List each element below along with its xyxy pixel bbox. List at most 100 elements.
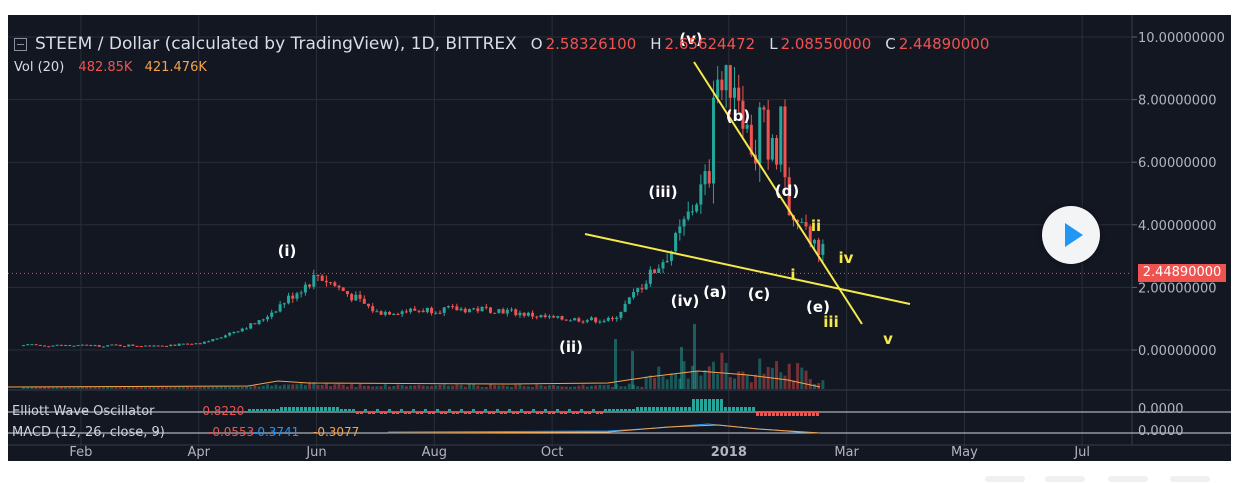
volume-bar bbox=[745, 375, 749, 389]
volume-bar bbox=[484, 386, 488, 389]
ewo-bar bbox=[612, 409, 615, 411]
ewo-bar bbox=[316, 407, 319, 411]
volume-bar bbox=[207, 386, 211, 389]
volume-bar bbox=[282, 384, 286, 389]
volume-bar bbox=[160, 386, 164, 389]
candle-body bbox=[404, 311, 408, 313]
chart-header: STEEM / Dollar (calculated by TradingVie… bbox=[14, 32, 989, 56]
play-icon bbox=[1065, 223, 1083, 247]
volume-bar bbox=[181, 386, 185, 389]
volume-bar bbox=[59, 386, 63, 389]
volume-bar bbox=[34, 386, 38, 389]
ewo-bar bbox=[512, 412, 515, 414]
candle-body bbox=[383, 312, 387, 315]
candle-body bbox=[165, 346, 169, 348]
volume-bar bbox=[573, 386, 577, 389]
candle-body bbox=[181, 343, 185, 345]
volume-bar bbox=[623, 386, 627, 389]
macd-signal-line bbox=[387, 424, 821, 434]
volume-bar bbox=[690, 365, 694, 389]
candle-body bbox=[211, 339, 215, 342]
candle-body bbox=[518, 312, 522, 316]
volume-bar bbox=[303, 385, 307, 389]
candle-body bbox=[442, 307, 446, 313]
volume-bar bbox=[796, 363, 800, 389]
ewo-bar bbox=[592, 409, 595, 411]
volume-bar bbox=[724, 362, 728, 389]
candle-body bbox=[312, 274, 316, 287]
volume-bar bbox=[278, 385, 282, 389]
volume-bar bbox=[800, 367, 804, 389]
ewo-bar bbox=[292, 407, 295, 411]
candle-body bbox=[446, 306, 450, 308]
volume-bar bbox=[375, 386, 379, 389]
ewo-bar bbox=[540, 412, 543, 414]
candle-body bbox=[303, 284, 307, 293]
volume-bar bbox=[202, 386, 206, 389]
ewo-bar bbox=[436, 409, 439, 411]
ewo-bar bbox=[648, 407, 651, 411]
ewo-bar bbox=[412, 409, 415, 411]
wave-label: (iii) bbox=[648, 183, 677, 201]
volume-bar bbox=[547, 385, 551, 389]
candle-body bbox=[484, 306, 488, 308]
ewo-bar bbox=[588, 412, 591, 414]
ewo-bar bbox=[408, 412, 411, 414]
ewo-bar bbox=[404, 412, 407, 414]
candle-body bbox=[510, 309, 514, 311]
volume-bar bbox=[169, 386, 173, 389]
volume-label: Vol (20) bbox=[14, 60, 65, 75]
ewo-bar bbox=[524, 412, 527, 414]
volume-bar bbox=[531, 386, 535, 389]
ewo-bar bbox=[812, 412, 815, 416]
volume-bar bbox=[480, 386, 484, 389]
ewo-bar bbox=[684, 407, 687, 411]
volume-bar bbox=[316, 384, 320, 389]
candle-body bbox=[51, 345, 55, 347]
candle-body bbox=[514, 309, 518, 316]
volume-bar bbox=[333, 384, 337, 389]
candle-body bbox=[741, 100, 745, 129]
volume-bar bbox=[358, 384, 362, 389]
volume-bar bbox=[488, 383, 492, 389]
chart-canvas[interactable]: Elliott Wave Oscillator -0.8220 0.0000 MACD… bbox=[8, 15, 1231, 461]
volume-bar bbox=[320, 384, 324, 389]
candle-body bbox=[68, 345, 72, 347]
ewo-bar bbox=[332, 407, 335, 411]
volume-spike bbox=[614, 339, 617, 389]
volume-bar bbox=[430, 385, 434, 389]
ewo-bar bbox=[468, 412, 471, 414]
volume-bar bbox=[535, 384, 539, 389]
volume-bar bbox=[581, 384, 585, 389]
candle-body bbox=[438, 312, 442, 314]
volume-bar bbox=[30, 386, 34, 389]
play-button[interactable] bbox=[1042, 206, 1100, 264]
volume-bar bbox=[47, 386, 51, 389]
candle-body bbox=[602, 320, 606, 322]
volume-bar bbox=[699, 375, 703, 389]
candle-body bbox=[320, 275, 324, 281]
chart-frame[interactable]: Elliott Wave Oscillator -0.8220 0.0000 MACD… bbox=[8, 15, 1231, 461]
volume-bar bbox=[366, 385, 370, 389]
ewo-bar bbox=[472, 409, 475, 411]
footer-placeholder-4 bbox=[1170, 476, 1210, 482]
candle-body bbox=[127, 344, 131, 347]
candle-body bbox=[299, 292, 303, 294]
candle-body bbox=[194, 343, 198, 345]
volume-bar bbox=[194, 386, 198, 389]
ewo-bar bbox=[324, 407, 327, 411]
volume-bar bbox=[76, 386, 80, 389]
candle-body bbox=[421, 310, 425, 313]
candle-body bbox=[350, 294, 354, 301]
ewo-bar bbox=[624, 409, 627, 411]
volume-bar bbox=[463, 386, 467, 389]
ewo-bar bbox=[264, 409, 267, 411]
volume-spike bbox=[680, 347, 683, 389]
candle-body bbox=[409, 308, 413, 312]
volume-bar bbox=[22, 386, 25, 389]
collapse-icon[interactable] bbox=[14, 37, 27, 51]
candle-body bbox=[577, 318, 581, 322]
volume-bar bbox=[472, 383, 476, 389]
volume-bar bbox=[808, 379, 812, 389]
candle-body bbox=[657, 268, 661, 273]
